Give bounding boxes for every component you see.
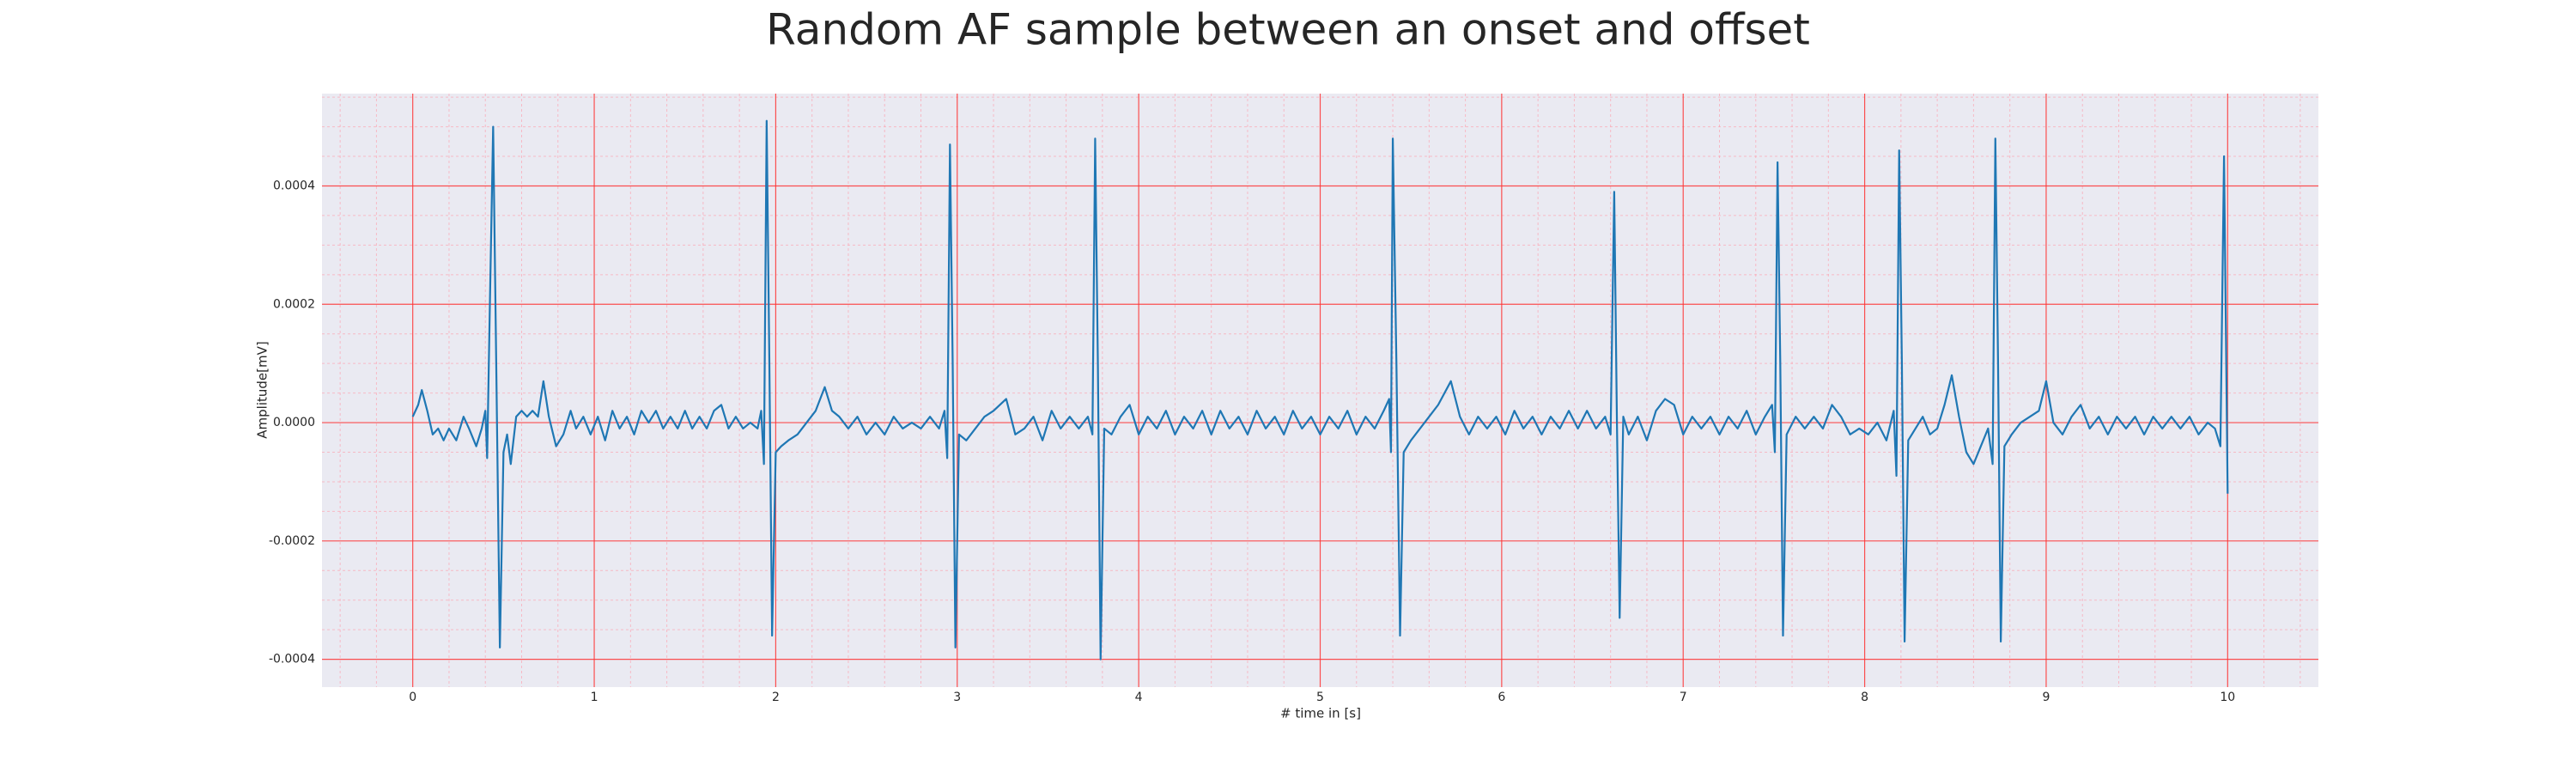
x-tick-label: 8 xyxy=(1861,691,1868,704)
x-tick-label: 3 xyxy=(953,691,961,704)
x-tick-label: 7 xyxy=(1680,691,1687,704)
x-axis-label: # time in [s] xyxy=(1280,706,1361,721)
x-tick-label: 9 xyxy=(2042,691,2050,704)
x-tick-label: 6 xyxy=(1498,691,1505,704)
x-tick-label: 10 xyxy=(2220,691,2235,704)
x-tick-label: 5 xyxy=(1316,691,1324,704)
signal-line xyxy=(411,119,2229,660)
x-tick-label: 0 xyxy=(409,691,416,704)
y-axis-label: Amplitude[mV] xyxy=(255,341,270,438)
x-tick-label: 1 xyxy=(591,691,598,704)
y-tick-label: 0.0004 xyxy=(273,179,315,192)
x-tick-label: 4 xyxy=(1135,691,1143,704)
chart-title: Random AF sample between an onset and of… xyxy=(766,5,1810,55)
x-tick-label: 2 xyxy=(772,691,780,704)
y-tick-label: 0.0002 xyxy=(273,297,315,311)
y-tick-label: -0.0004 xyxy=(269,653,315,666)
y-tick-label: 0.0000 xyxy=(273,416,315,429)
y-tick-label: -0.0002 xyxy=(269,534,315,548)
